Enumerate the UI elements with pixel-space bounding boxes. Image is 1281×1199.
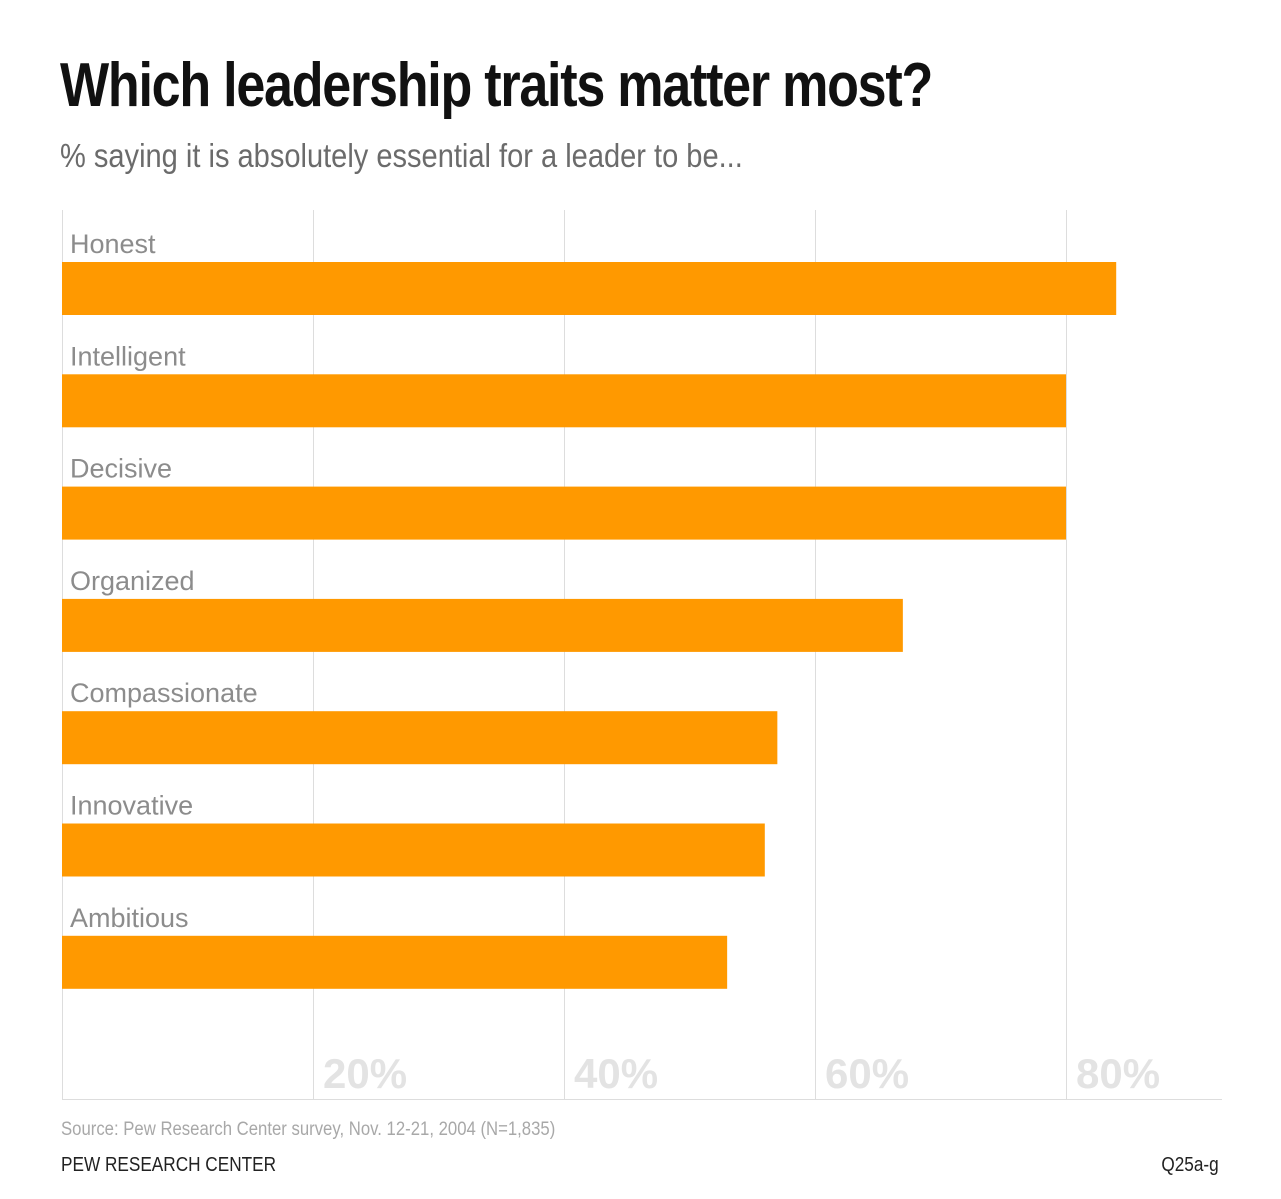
- bar-intelligent: [62, 374, 1066, 428]
- bar-decisive: [62, 486, 1066, 540]
- category-label: Ambitious: [70, 903, 189, 933]
- category-label: Compassionate: [70, 678, 258, 708]
- x-tick-label: 20%: [323, 1050, 407, 1097]
- category-label: Decisive: [70, 454, 172, 484]
- chart-title: Which leadership traits matter most?: [60, 51, 933, 120]
- bar-honest: [62, 262, 1117, 315]
- chart-subtitle: % saying it is absolutely essential for …: [60, 137, 743, 174]
- category-label: Honest: [70, 229, 156, 259]
- bar-organized: [62, 598, 903, 652]
- bar-innovative: [62, 823, 765, 877]
- category-label: Intelligent: [70, 341, 186, 371]
- category-label: Organized: [70, 566, 195, 596]
- x-tick-label: 60%: [825, 1050, 909, 1097]
- x-tick-label: 40%: [574, 1050, 658, 1097]
- organization-name: PEW RESEARCH CENTER: [61, 1154, 277, 1176]
- source-note: Source: Pew Research Center survey, Nov.…: [61, 1119, 556, 1140]
- bar-ambitious: [62, 935, 728, 989]
- category-label: Innovative: [70, 791, 193, 821]
- question-code: Q25a-g: [1161, 1154, 1219, 1176]
- bar-compassionate: [62, 711, 778, 765]
- x-tick-label: 80%: [1076, 1050, 1160, 1097]
